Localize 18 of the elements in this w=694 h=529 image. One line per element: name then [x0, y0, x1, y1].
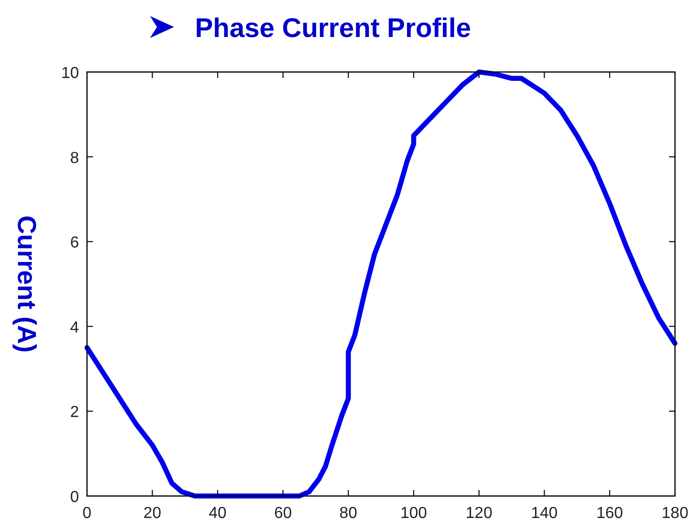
x-tick-label: 160	[596, 505, 624, 522]
y-tick-label: 6	[70, 234, 80, 252]
x-tick-label: 0	[82, 505, 92, 522]
y-tick-label: 10	[61, 65, 80, 82]
x-tick-label: 120	[466, 505, 492, 522]
y-tick-label: 8	[70, 150, 80, 167]
y-tick-label: 4	[70, 319, 80, 336]
x-tick-label: 140	[530, 505, 558, 522]
x-tick-label: 100	[400, 505, 428, 522]
chart-title: Phase Current Profile	[195, 13, 472, 43]
x-tick-label: 180	[662, 505, 688, 522]
x-tick-label: 20	[143, 505, 162, 522]
x-tick-label: 60	[274, 505, 292, 522]
y-tick-label: 0	[70, 489, 80, 506]
y-tick-label: 2	[70, 404, 80, 422]
y-axis-title: Current (A)	[12, 215, 42, 353]
x-tick-label: 80	[339, 505, 358, 522]
x-tick-label: 40	[208, 505, 227, 522]
